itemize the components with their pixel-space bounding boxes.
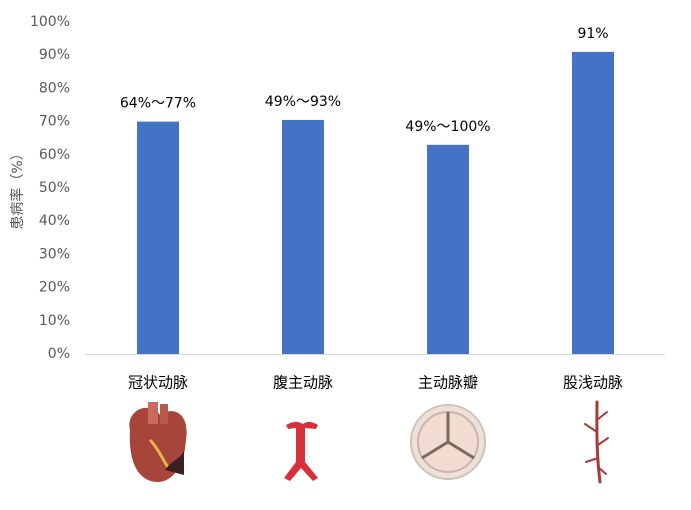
y-tick-label: 60% bbox=[39, 147, 70, 163]
x-tick-label: 股浅动脉 bbox=[563, 374, 623, 392]
bar bbox=[572, 51, 614, 354]
y-tick-label: 50% bbox=[39, 180, 70, 196]
bar bbox=[137, 121, 179, 354]
y-axis-label: 患病率（%） bbox=[9, 146, 26, 229]
heart-icon bbox=[129, 402, 187, 482]
y-tick-label: 40% bbox=[39, 213, 70, 229]
y-tick-label: 20% bbox=[39, 280, 70, 296]
annotation: 64%～77% bbox=[120, 96, 196, 112]
aorta-icon bbox=[284, 421, 318, 481]
annotation: 49%～93% bbox=[265, 94, 341, 110]
annotation: 91% bbox=[577, 26, 608, 42]
y-tick-label: 0% bbox=[48, 346, 70, 362]
y-tick-label: 90% bbox=[39, 47, 70, 63]
y-tick-label: 70% bbox=[39, 114, 70, 130]
y-tick-label: 80% bbox=[39, 80, 70, 96]
valve-icon bbox=[410, 404, 486, 480]
x-tick-label: 腹主动脉 bbox=[273, 374, 333, 392]
y-tick-label: 10% bbox=[39, 313, 70, 329]
annotation: 49%～100% bbox=[405, 119, 490, 135]
x-tick-label: 冠状动脉 bbox=[128, 374, 188, 392]
bar bbox=[427, 144, 469, 354]
y-tick-label: 100% bbox=[30, 14, 70, 30]
femoral-artery-icon bbox=[584, 400, 609, 484]
y-tick-label: 30% bbox=[39, 246, 70, 262]
x-tick-label: 主动脉瓣 bbox=[418, 374, 478, 392]
bar bbox=[282, 119, 324, 354]
